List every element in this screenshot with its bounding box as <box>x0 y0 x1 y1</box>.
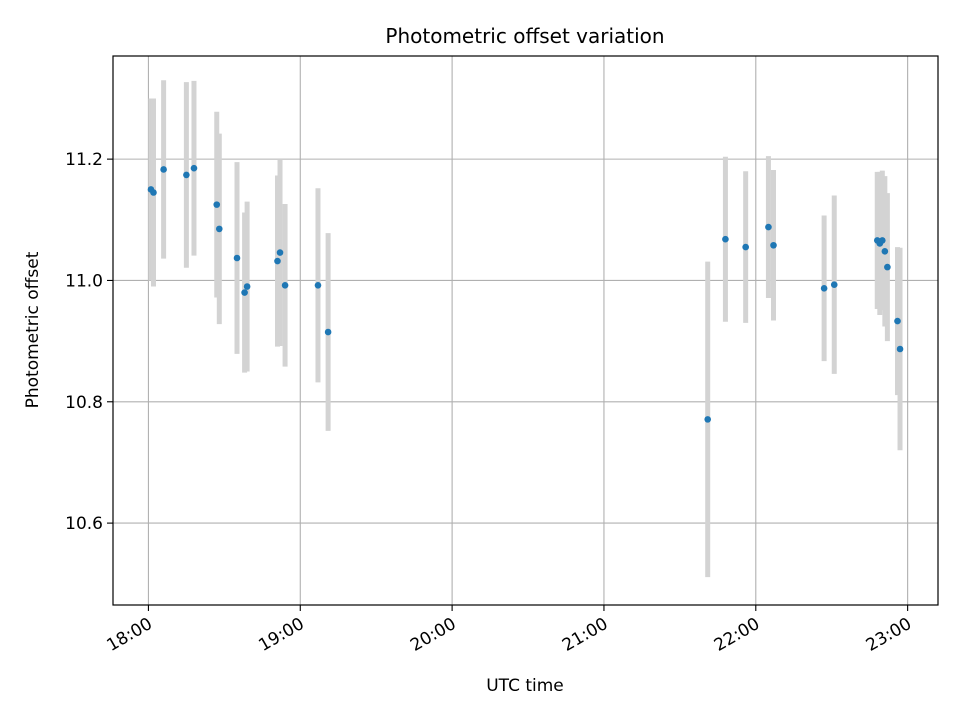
data-point <box>243 283 251 290</box>
data-points <box>147 164 904 423</box>
data-point <box>722 235 729 243</box>
data-point <box>765 223 772 231</box>
data-point <box>881 248 889 255</box>
data-point <box>884 263 891 271</box>
data-point <box>314 282 322 289</box>
chart-title: Photometric offset variation <box>385 24 664 48</box>
data-point <box>896 345 904 353</box>
x-tick-label: 22:00 <box>711 614 763 656</box>
grid <box>113 56 938 605</box>
data-point <box>213 201 221 208</box>
data-point <box>276 249 284 256</box>
y-tick-label: 10.8 <box>65 393 103 413</box>
data-point <box>150 189 157 196</box>
x-tick-label: 23:00 <box>863 614 915 656</box>
plot-area-frame <box>112 55 939 606</box>
x-axis-label: UTC time <box>486 676 564 696</box>
data-point <box>241 289 248 296</box>
data-point <box>274 257 281 265</box>
x-tick-label: 20:00 <box>407 614 459 656</box>
y-tick-label: 11.0 <box>65 271 103 291</box>
data-point <box>820 285 828 292</box>
x-tick-label: 18:00 <box>103 614 155 656</box>
data-point <box>160 166 167 173</box>
y-tick-label: 11.2 <box>65 150 103 170</box>
y-tick-label: 10.6 <box>65 514 103 534</box>
data-point <box>281 282 289 289</box>
y-axis-label: Photometric offset <box>23 251 43 408</box>
data-point <box>704 416 712 423</box>
data-point <box>215 225 223 233</box>
data-point <box>742 243 749 251</box>
data-point <box>879 237 886 244</box>
data-point <box>830 281 838 288</box>
data-point <box>324 328 332 336</box>
x-tick-label: 21:00 <box>559 614 611 656</box>
x-tick-label: 19:00 <box>255 614 307 656</box>
error-bars <box>148 80 903 578</box>
data-point <box>770 241 777 249</box>
data-point <box>183 171 190 179</box>
data-point <box>190 164 198 172</box>
data-point <box>894 317 901 325</box>
data-point <box>233 254 241 262</box>
